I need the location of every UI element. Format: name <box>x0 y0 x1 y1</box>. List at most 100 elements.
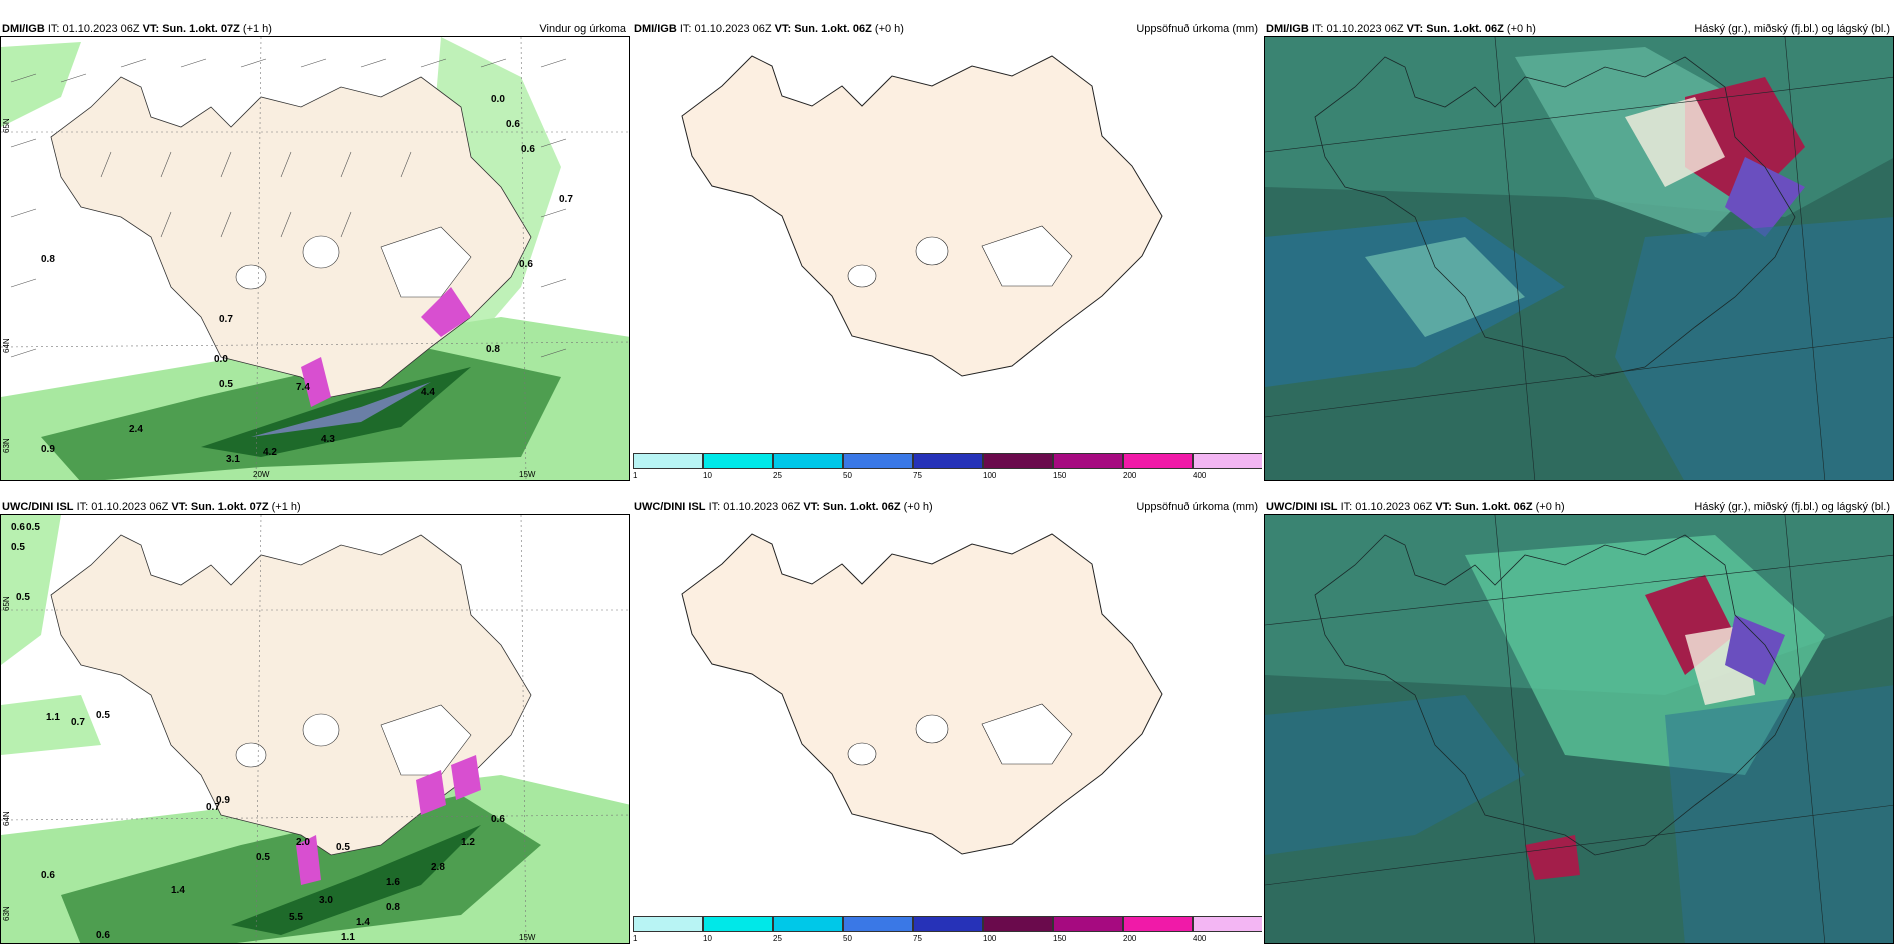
wind-map[interactable]: 0.6 0.5 0.5 0.5 1.1 0.7 0.5 0.9 0.7 0.6 … <box>0 514 630 944</box>
scale-tick-label: 150 <box>1053 934 1067 943</box>
wind-panel-dmi: DMI/IGB IT: 01.10.2023 06Z VT: Sun. 1.ok… <box>0 18 630 481</box>
scale-swatch <box>773 916 843 932</box>
model-name: UWC/DINI ISL <box>634 501 706 513</box>
precip-value-label: 0.0 <box>214 354 228 365</box>
clouds-map[interactable] <box>1264 36 1894 481</box>
scale-swatch <box>1193 453 1262 469</box>
scale-tick-label: 75 <box>913 934 922 943</box>
scale-tick-label: 200 <box>1123 471 1137 480</box>
panel-title: Háský (gr.), miðský (fj.bl.) og lágský (… <box>1694 23 1890 35</box>
scale-tick-label: 10 <box>703 934 712 943</box>
precip-value-label: 0.6 <box>519 259 533 270</box>
lat-axis-label: 65N <box>2 596 11 611</box>
scale-tick-label: 10 <box>703 471 712 480</box>
scale-tick-label: 100 <box>983 934 997 943</box>
scale-swatch <box>703 453 773 469</box>
valid-time-label: VT: <box>774 23 792 35</box>
precip-value-label: 0.5 <box>26 522 40 533</box>
lat-axis-label: 65N <box>2 118 11 133</box>
scale-swatch <box>843 916 913 932</box>
valid-time-label: VT: <box>1406 23 1424 35</box>
precip-labels: 0.6 0.5 0.5 0.5 1.1 0.7 0.5 0.9 0.7 0.6 … <box>11 522 505 943</box>
panel-header: UWC/DINI ISL IT: 01.10.2023 06Z VT: Sun.… <box>0 496 630 518</box>
precip-value-label: 0.7 <box>206 802 220 813</box>
scale-tick-label: 200 <box>1123 934 1137 943</box>
scale-swatch <box>983 916 1053 932</box>
precip-value-label: 0.5 <box>256 852 270 863</box>
panel-header: DMI/IGB IT: 01.10.2023 06Z VT: Sun. 1.ok… <box>632 18 1262 40</box>
precip-value-label: 3.0 <box>319 895 333 906</box>
wind-map[interactable]: 0.0 0.6 0.6 0.7 0.8 0.6 0.7 0.0 0.5 0.8 … <box>0 36 630 481</box>
precip-value-label: 0.5 <box>16 592 30 603</box>
scale-swatch <box>773 453 843 469</box>
valid-time-label: VT: <box>142 23 160 35</box>
lon-axis-label: 15W <box>519 470 536 479</box>
precip-value-label: 5.5 <box>289 912 303 923</box>
scale-swatch <box>843 453 913 469</box>
lead-time: (+0 h) <box>903 501 933 513</box>
scale-swatch <box>1123 916 1193 932</box>
precip-value-label: 0.6 <box>506 119 520 130</box>
scale-swatch <box>1123 453 1193 469</box>
precip-value-label: 0.6 <box>521 144 535 155</box>
scale-tick-label: 50 <box>843 471 852 480</box>
precip-value-label: 0.8 <box>41 254 55 265</box>
precip-value-label: 4.2 <box>263 447 277 458</box>
wind-panel-uwc: UWC/DINI ISL IT: 01.10.2023 06Z VT: Sun.… <box>0 496 630 944</box>
precip-value-label: 2.8 <box>431 862 445 873</box>
precip-labels: 0.0 0.6 0.6 0.7 0.8 0.6 0.7 0.0 0.5 0.8 … <box>41 94 573 465</box>
panel-title: Uppsöfnuð úrkoma (mm) <box>1136 23 1258 35</box>
precip-value-label: 0.5 <box>219 379 233 390</box>
precip-value-label: 4.3 <box>321 434 335 445</box>
scale-swatch <box>913 453 983 469</box>
precip-value-label: 0.5 <box>96 710 110 721</box>
model-name: DMI/IGB <box>634 23 677 35</box>
wind-map-svg: 0.6 0.5 0.5 0.5 1.1 0.7 0.5 0.9 0.7 0.6 … <box>1 515 629 943</box>
precip-value-label: 3.1 <box>226 454 240 465</box>
accum-map[interactable]: 1 10 25 50 75 100 150 200 400 <box>632 514 1262 944</box>
clouds-map[interactable] <box>1264 514 1894 944</box>
precip-value-label: 0.7 <box>71 717 85 728</box>
scale-swatch <box>983 453 1053 469</box>
panel-header: UWC/DINI ISL IT: 01.10.2023 06Z VT: Sun.… <box>1264 496 1894 518</box>
precip-value-label: 0.6 <box>491 814 505 825</box>
panel-title: Uppsöfnuð úrkoma (mm) <box>1136 501 1258 513</box>
clouds-panel-dmi: DMI/IGB IT: 01.10.2023 06Z VT: Sun. 1.ok… <box>1264 18 1894 481</box>
precip-value-label: 1.1 <box>341 932 355 943</box>
scale-tick-label: 25 <box>773 471 782 480</box>
clouds-map-svg <box>1265 37 1893 480</box>
lat-axis-label: 63N <box>2 906 11 921</box>
accum-map[interactable]: 1 10 25 50 75 100 150 200 400 <box>632 36 1262 481</box>
precip-value-label: 4.4 <box>421 387 435 398</box>
model-name: UWC/DINI ISL <box>2 501 74 513</box>
scale-swatch <box>633 453 703 469</box>
scale-swatch <box>1053 453 1123 469</box>
color-scale: 1 10 25 50 75 100 150 200 400 <box>632 916 1262 944</box>
panel-title: Vindur og úrkoma <box>539 23 626 35</box>
valid-time: Sun. 1.okt. 06Z <box>1426 23 1504 35</box>
accum-map-svg <box>681 533 1163 855</box>
precip-value-label: 1.1 <box>46 712 60 723</box>
precip-value-label: 0.9 <box>216 795 230 806</box>
precip-value-label: 0.6 <box>11 522 25 533</box>
accum-panel-dmi: DMI/IGB IT: 01.10.2023 06Z VT: Sun. 1.ok… <box>632 18 1262 480</box>
lon-axis-label: 15W <box>519 933 536 942</box>
valid-time: Sun. 1.okt. 07Z <box>190 501 269 513</box>
panel-title: Háský (gr.), miðský (fj.bl.) og lágský (… <box>1694 501 1890 513</box>
valid-time: Sun. 1.okt. 07Z <box>162 23 240 35</box>
panel-header: DMI/IGB IT: 01.10.2023 06Z VT: Sun. 1.ok… <box>1264 18 1894 40</box>
scale-swatch <box>1193 916 1262 932</box>
precip-value-label: 0.5 <box>336 842 350 853</box>
valid-time-label: VT: <box>803 501 820 513</box>
valid-time: Sun. 1.okt. 06Z <box>1454 501 1533 513</box>
scale-tick-label: 1 <box>633 471 638 480</box>
lead-time: (+0 h) <box>1535 501 1565 513</box>
model-name: UWC/DINI ISL <box>1266 501 1338 513</box>
lon-axis-label: 20W <box>253 470 270 479</box>
scale-tick-label: 75 <box>913 471 922 480</box>
precip-value-label: 0.5 <box>11 542 25 553</box>
scale-swatch <box>703 916 773 932</box>
lat-axis-label: 63N <box>2 438 11 453</box>
init-time: IT: 01.10.2023 06Z <box>708 501 801 513</box>
precip-value-label: 2.0 <box>296 837 310 848</box>
